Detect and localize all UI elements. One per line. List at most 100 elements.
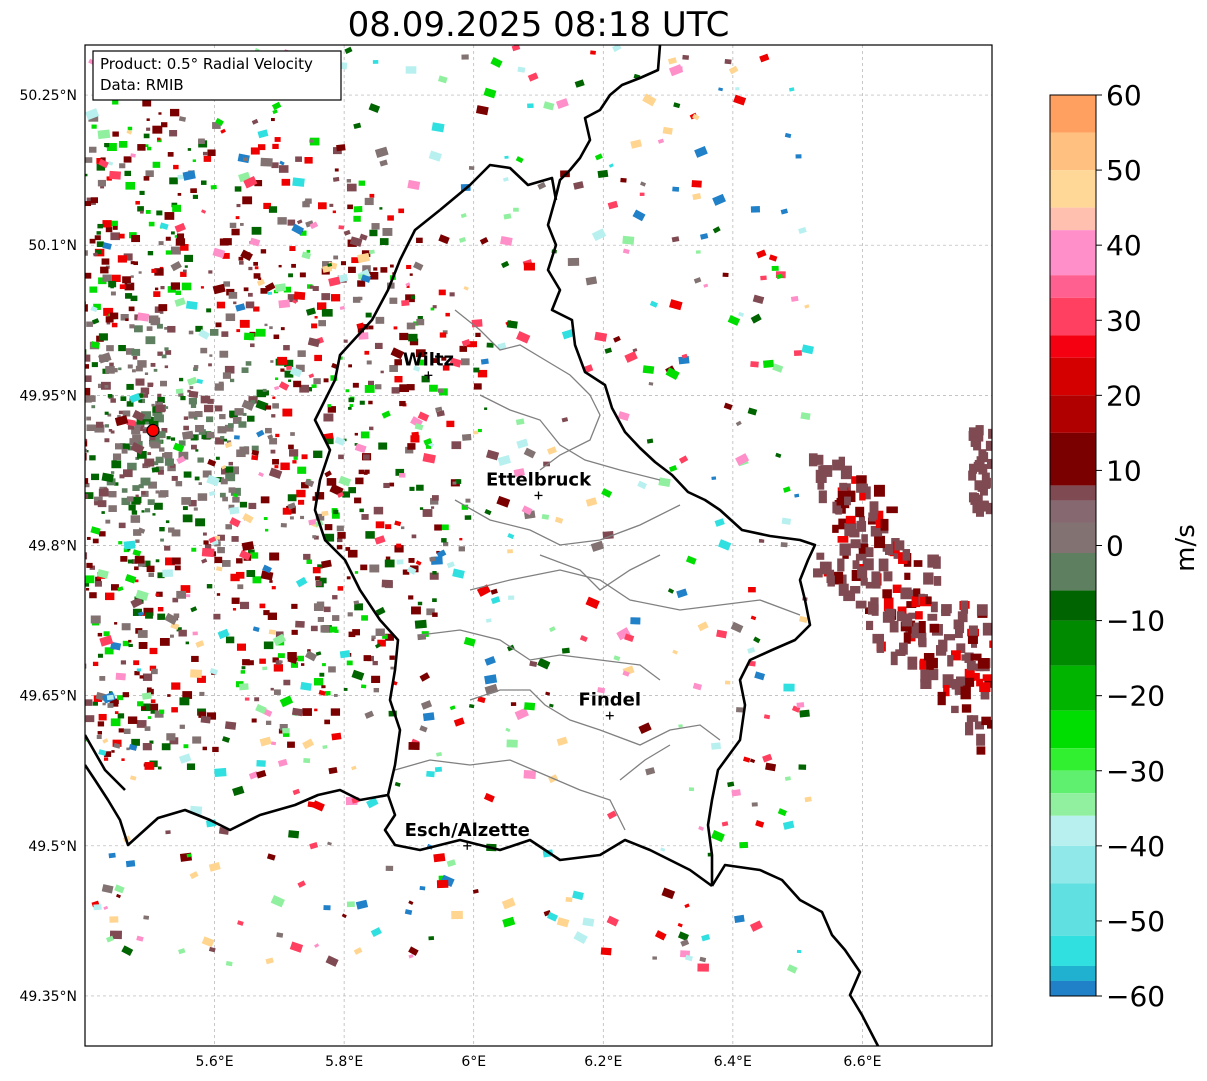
echo-pixel: [986, 458, 992, 469]
echo-pixel: [982, 622, 992, 636]
colorbar-segment: [1050, 275, 1096, 298]
echo-pixel: [190, 669, 203, 679]
echo-pixel: [17, 607, 24, 613]
echo-pixel: [165, 236, 171, 241]
echo-pixel: [691, 180, 702, 188]
echo-pixel: [170, 282, 181, 290]
echo-pixel: [225, 313, 236, 322]
echo-pixel: [42, 166, 47, 170]
echo-pixel: [341, 913, 347, 919]
echo-pixel: [221, 331, 229, 337]
echo-pixel: [776, 273, 783, 280]
echo-pixel: [819, 561, 832, 575]
echo-pixel: [332, 615, 340, 621]
echo-pixel: [102, 274, 112, 282]
echo-pixel: [120, 313, 129, 321]
echo-pixel: [429, 572, 439, 580]
echo-pixel: [975, 425, 984, 436]
echo-pixel: [832, 524, 839, 533]
echo-pixel: [985, 440, 992, 451]
echo-pixel: [984, 674, 992, 688]
echo-pixel: [328, 276, 341, 287]
echo-pixel: [158, 112, 162, 115]
echo-pixel: [69, 345, 73, 348]
echo-pixel: [421, 375, 430, 383]
echo-pixel: [832, 459, 842, 471]
echo-pixel: [8, 227, 13, 231]
echo-pixel: [291, 223, 305, 236]
echo-pixel: [120, 660, 127, 665]
echo-pixel: [995, 664, 1000, 675]
echo-pixel: [461, 54, 469, 60]
echo-pixel: [723, 402, 733, 411]
echo-pixel: [66, 186, 72, 191]
echo-pixel: [178, 377, 184, 382]
echo-pixel: [85, 552, 88, 560]
echo-pixel: [727, 781, 735, 788]
echo-pixel: [923, 652, 935, 662]
echo-pixel: [103, 631, 110, 637]
echo-pixel: [360, 274, 371, 283]
colorbar-segment: [1050, 395, 1096, 433]
colorbar-tick-label: 20: [1106, 379, 1142, 412]
echo-pixel: [273, 334, 280, 340]
echo-pixel: [375, 628, 385, 636]
echo-pixel: [159, 490, 169, 498]
echo-pixel: [271, 101, 282, 111]
echo-pixel: [406, 384, 415, 391]
echo-pixel: [270, 117, 275, 122]
echo-pixel: [157, 401, 163, 406]
echo-pixel: [119, 474, 125, 479]
echo-pixel: [497, 454, 512, 467]
echo-pixel: [282, 507, 292, 515]
echo-pixel: [245, 301, 255, 309]
echo-pixel: [632, 209, 646, 222]
echo-pixel: [407, 179, 421, 190]
echo-pixel: [77, 327, 84, 332]
echo-pixel: [352, 296, 361, 303]
echo-pixel: [119, 284, 126, 290]
echo-pixel: [808, 453, 818, 467]
echo-pixel: [98, 749, 107, 756]
echo-pixel: [242, 196, 253, 205]
echo-pixel: [56, 463, 60, 467]
echo-pixel: [279, 723, 288, 731]
echo-pixel: [695, 250, 701, 254]
echo-pixel: [288, 379, 292, 382]
echo-pixel: [111, 750, 115, 753]
echo-pixel: [537, 657, 551, 670]
echo-pixel: [411, 606, 421, 615]
echo-pixel: [608, 163, 614, 168]
echo-pixel: [96, 231, 101, 235]
echo-pixel: [279, 695, 294, 708]
echo-pixel: [155, 490, 160, 494]
echo-pixel: [527, 103, 534, 109]
echo-pixel: [158, 709, 165, 714]
echo-pixel: [956, 643, 966, 654]
echo-pixel: [930, 601, 938, 613]
echo-pixel: [352, 629, 361, 636]
echo-pixel: [193, 367, 198, 372]
echo-pixel: [142, 99, 152, 107]
echo-pixel: [93, 303, 101, 310]
echo-pixel: [98, 158, 109, 169]
echo-pixel: [0, 433, 3, 437]
echo-pixel: [399, 332, 409, 341]
echo-pixel: [763, 714, 771, 720]
echo-pixel: [146, 127, 151, 131]
echo-pixel: [780, 542, 788, 548]
echo-pixel: [703, 283, 709, 288]
echo-pixel: [54, 527, 59, 531]
echo-pixel: [523, 262, 535, 271]
echo-pixel: [848, 490, 856, 503]
colorbar-segment: [1050, 297, 1096, 336]
echo-pixel: [980, 452, 989, 463]
echo-pixel: [52, 158, 58, 163]
echo-pixel: [503, 213, 512, 220]
echo-pixel: [97, 731, 103, 735]
echo-pixel: [330, 708, 341, 716]
echo-pixel: [91, 124, 97, 129]
echo-pixel: [357, 327, 365, 333]
echo-pixel: [685, 555, 697, 565]
echo-pixel: [840, 465, 852, 480]
